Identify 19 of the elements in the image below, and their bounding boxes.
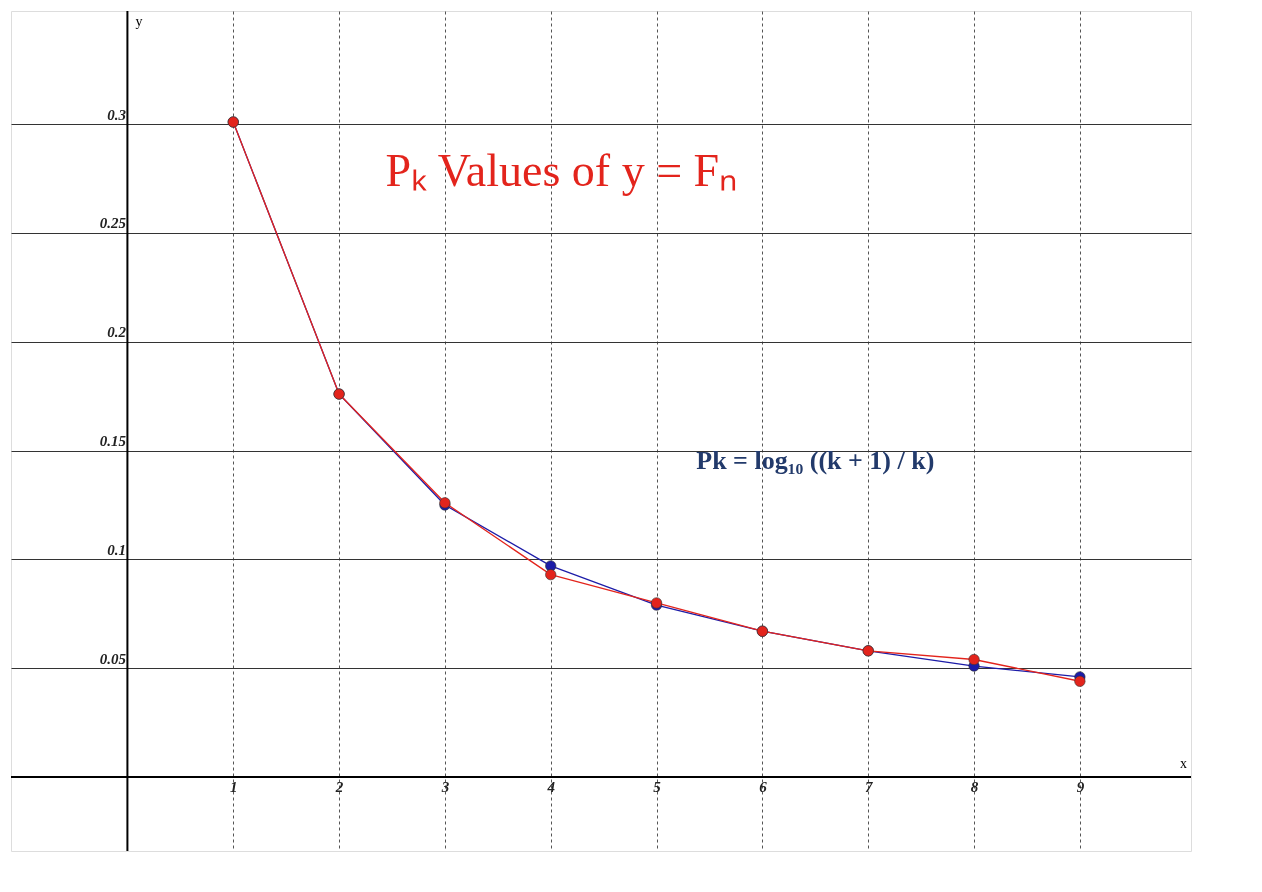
y-tick-label: 0.25 bbox=[99, 215, 127, 232]
x-axis-title: x bbox=[1180, 756, 1187, 772]
y-tick-label: 0.15 bbox=[99, 433, 127, 450]
x-tick-label: 2 bbox=[334, 778, 344, 795]
y-tick-label: 0.2 bbox=[107, 324, 127, 341]
y-tick-label: 0.05 bbox=[99, 650, 127, 667]
x-tick-label: 3 bbox=[440, 778, 450, 795]
y-tick-label: 0.3 bbox=[107, 106, 127, 123]
x-tick-label: 6 bbox=[759, 778, 768, 795]
y-tick-label: 0.1 bbox=[107, 541, 126, 558]
annotation: Pk = log₁₀ ((k + 1) / k) bbox=[696, 446, 935, 476]
y-axis-title: y bbox=[135, 14, 143, 29]
x-tick-label: 1 bbox=[229, 778, 238, 795]
x-tick-label: 5 bbox=[653, 778, 662, 795]
x-tick-label: 7 bbox=[864, 778, 873, 795]
x-tick-label: 9 bbox=[1076, 778, 1085, 795]
text: Pₖ Values of y = Fₙ bbox=[385, 145, 738, 197]
x-tick-label: 4 bbox=[546, 778, 556, 795]
x-tick-label: 8 bbox=[970, 778, 979, 795]
